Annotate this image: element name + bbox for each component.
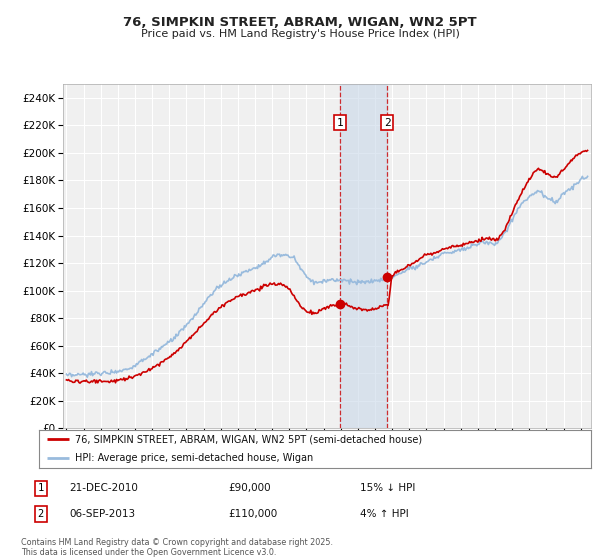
Text: Contains HM Land Registry data © Crown copyright and database right 2025.
This d: Contains HM Land Registry data © Crown c…: [21, 538, 333, 557]
Text: 2: 2: [384, 118, 391, 128]
Text: £110,000: £110,000: [228, 509, 277, 519]
Text: Price paid vs. HM Land Registry's House Price Index (HPI): Price paid vs. HM Land Registry's House …: [140, 29, 460, 39]
Text: HPI: Average price, semi-detached house, Wigan: HPI: Average price, semi-detached house,…: [75, 452, 313, 463]
Text: 21-DEC-2010: 21-DEC-2010: [69, 483, 138, 493]
Bar: [340, 84, 387, 428]
Text: 1: 1: [38, 483, 44, 493]
Text: £90,000: £90,000: [228, 483, 271, 493]
Text: 1: 1: [337, 118, 343, 128]
Text: 06-SEP-2013: 06-SEP-2013: [69, 509, 135, 519]
Text: 76, SIMPKIN STREET, ABRAM, WIGAN, WN2 5PT: 76, SIMPKIN STREET, ABRAM, WIGAN, WN2 5P…: [123, 16, 477, 29]
Text: 2: 2: [38, 509, 44, 519]
Text: 15% ↓ HPI: 15% ↓ HPI: [360, 483, 415, 493]
Text: 4% ↑ HPI: 4% ↑ HPI: [360, 509, 409, 519]
Text: 76, SIMPKIN STREET, ABRAM, WIGAN, WN2 5PT (semi-detached house): 76, SIMPKIN STREET, ABRAM, WIGAN, WN2 5P…: [75, 435, 422, 445]
